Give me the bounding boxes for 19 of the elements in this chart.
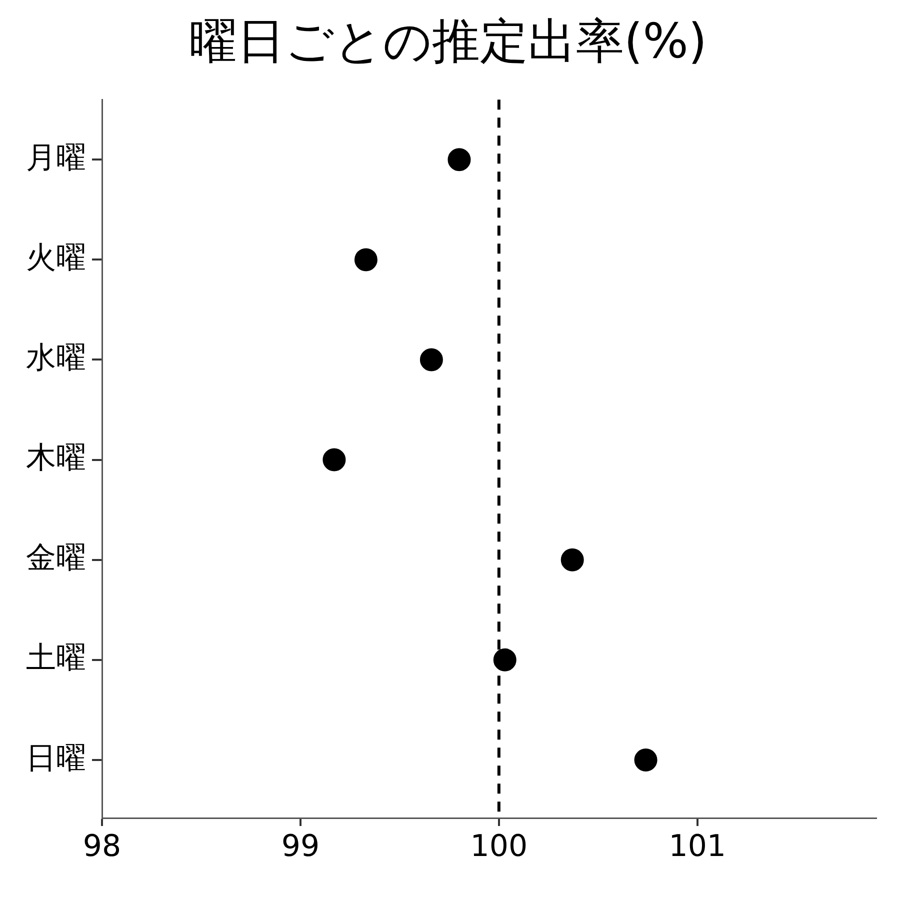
x-tick-label: 100: [470, 828, 528, 864]
point: [448, 148, 471, 172]
y-tick-label: 金曜: [26, 540, 86, 576]
x-tick-label: 99: [281, 828, 320, 864]
point: [420, 348, 443, 372]
point: [322, 448, 346, 472]
y-tick-label: 日曜: [26, 740, 86, 776]
y-tick-label: 火曜: [26, 240, 86, 276]
point: [354, 248, 378, 272]
point: [493, 648, 516, 672]
point: [560, 548, 584, 572]
chart-title: 曜日ごとの推定出率(%): [188, 13, 708, 70]
x-tick-label: 98: [82, 828, 122, 864]
y-tick-label: 水曜: [26, 340, 86, 376]
y-tick-label: 木曜: [26, 440, 86, 476]
y-tick-label: 月曜: [26, 140, 86, 176]
x-tick-label: 101: [668, 828, 726, 864]
point: [634, 748, 658, 772]
y-tick-label: 土曜: [26, 640, 86, 676]
